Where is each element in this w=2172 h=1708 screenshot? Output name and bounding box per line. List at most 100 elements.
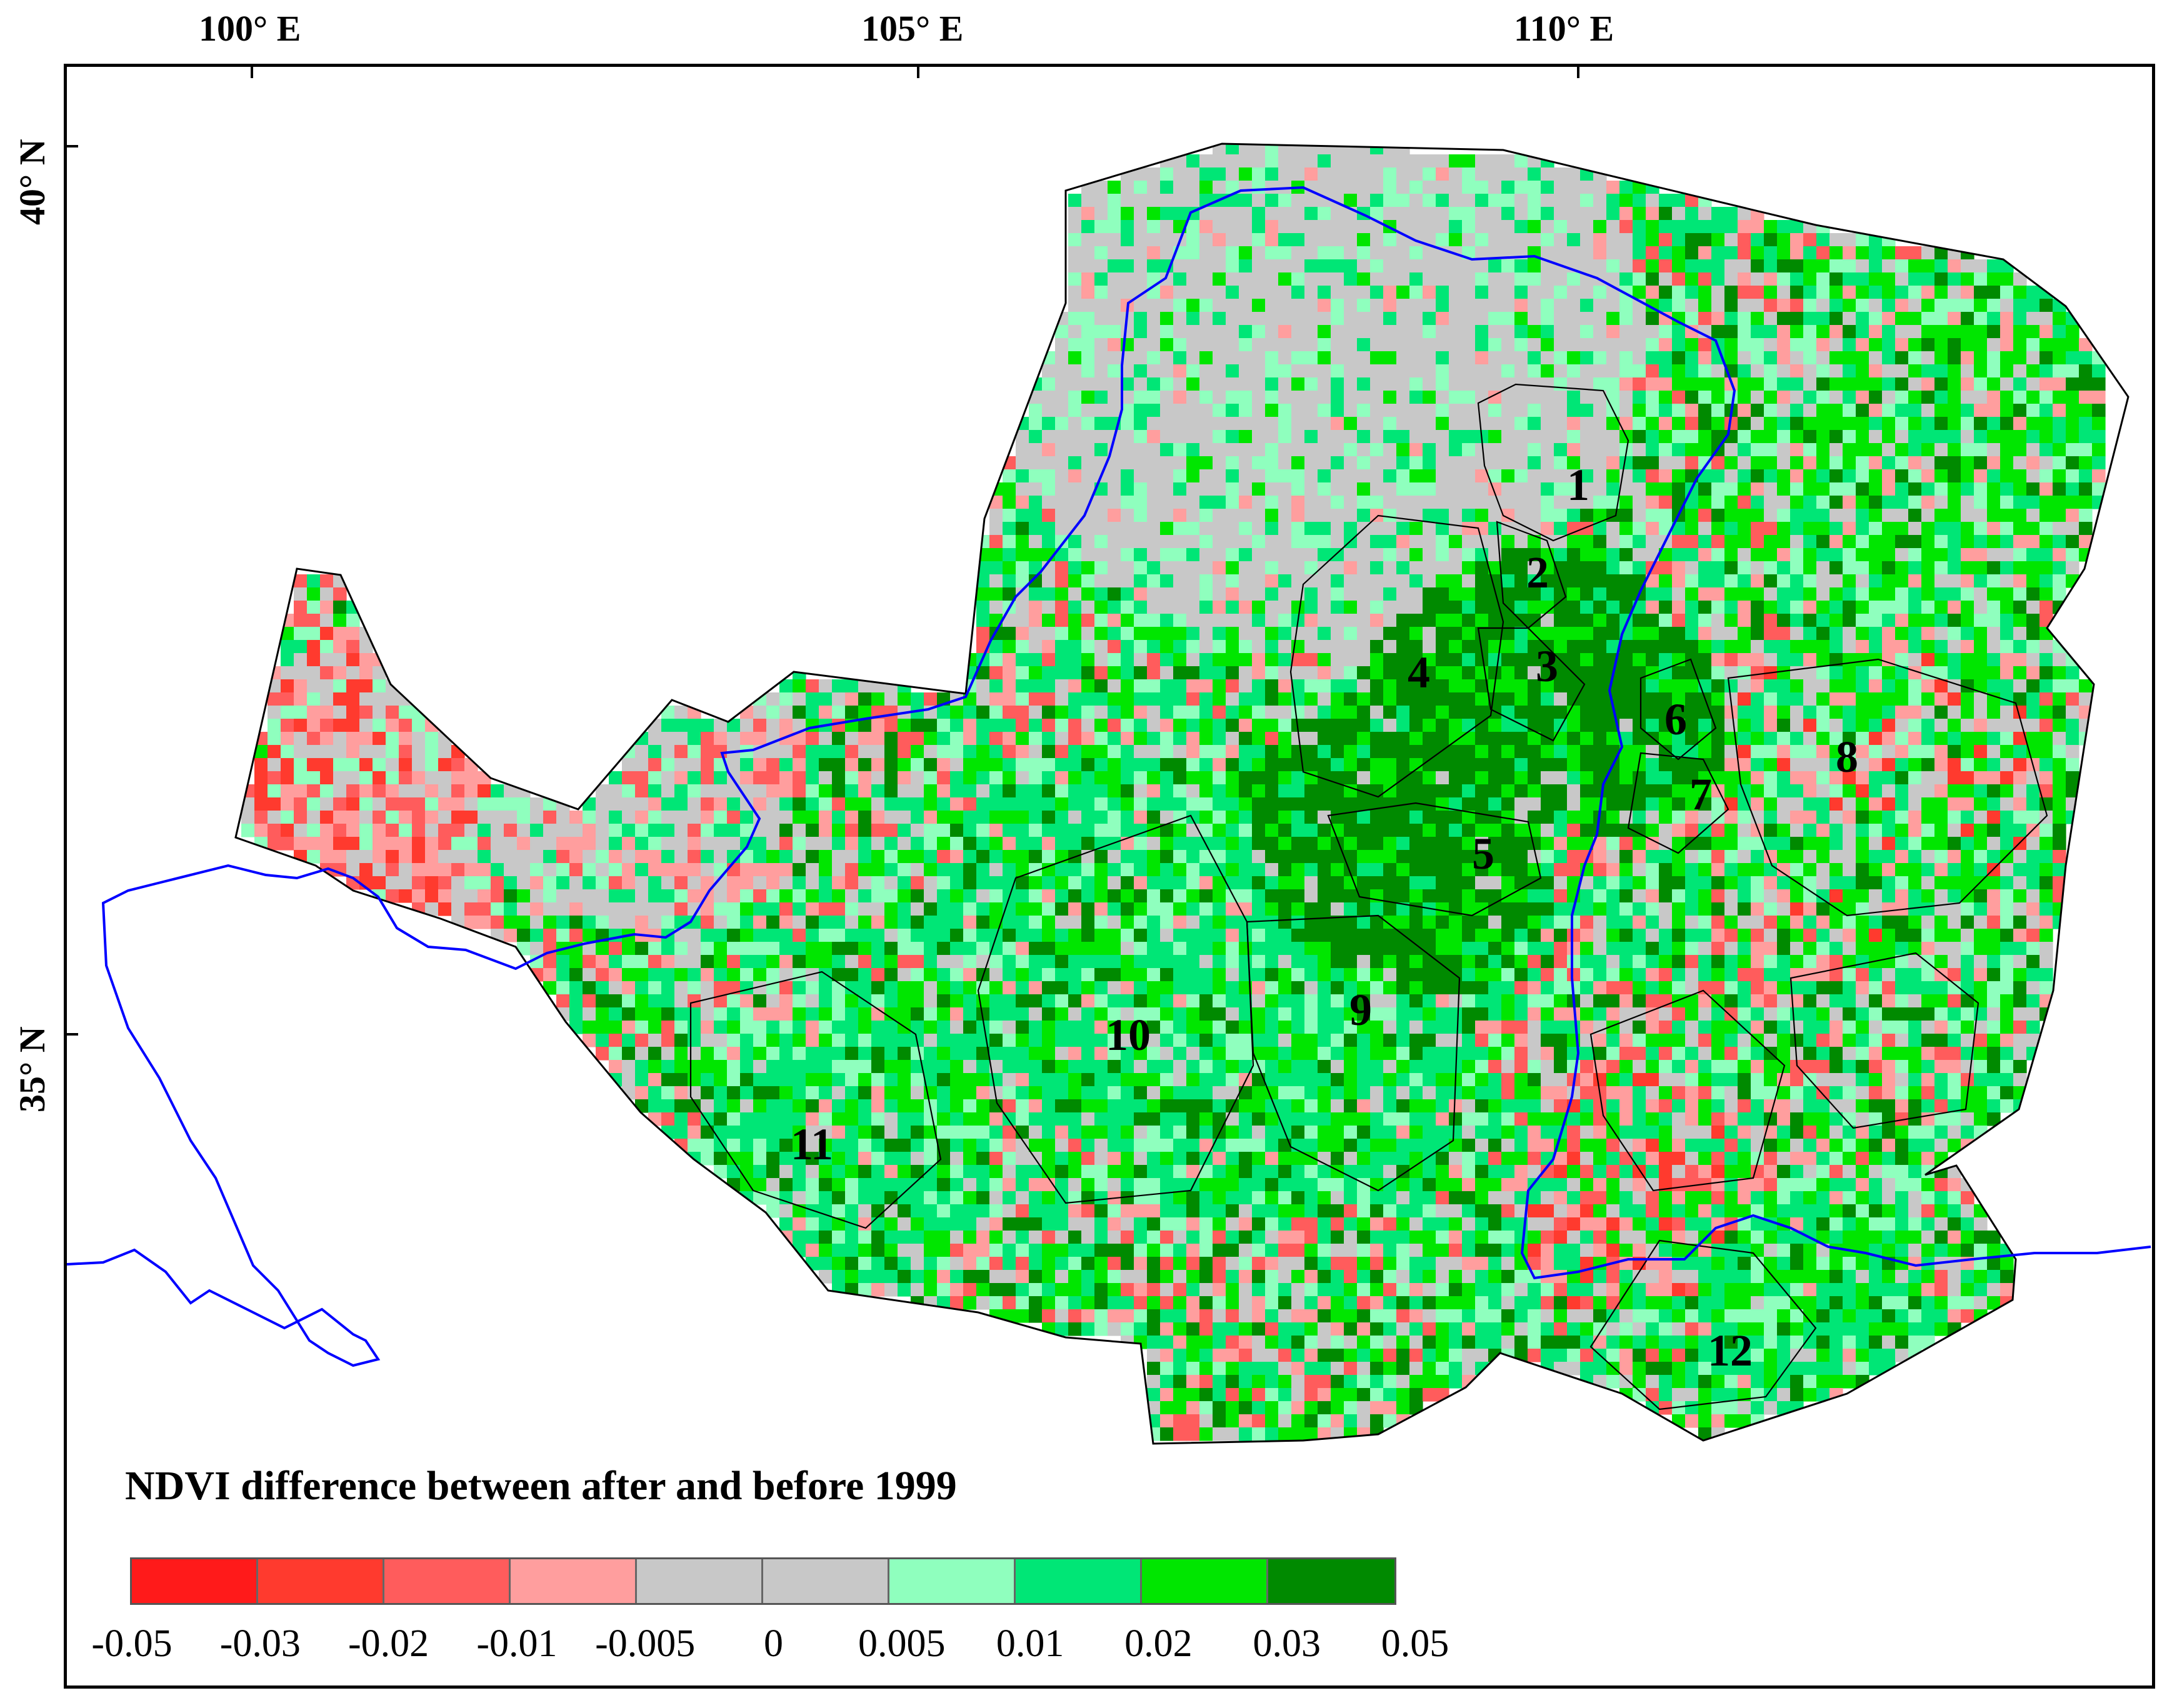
ndvi-pixel: [1357, 719, 1371, 732]
ndvi-pixel: [1541, 522, 1554, 536]
ndvi-pixel: [779, 784, 793, 798]
ndvi-pixel: [1659, 614, 1673, 627]
ndvi-pixel: [1226, 745, 1239, 759]
ndvi-pixel: [1882, 719, 1896, 732]
ndvi-pixel: [1803, 850, 1817, 864]
ndvi-pixel: [1304, 154, 1318, 168]
ndvi-pixel: [346, 666, 360, 680]
ndvi-pixel: [596, 811, 609, 824]
ndvi-pixel: [1987, 522, 2001, 536]
ndvi-pixel: [1711, 679, 1725, 693]
ndvi-pixel: [583, 797, 596, 811]
ndvi-pixel: [1462, 509, 1476, 522]
ndvi-pixel: [1278, 797, 1292, 811]
ndvi-pixel: [1501, 732, 1515, 746]
ndvi-pixel: [858, 771, 872, 785]
ndvi-pixel: [1239, 154, 1253, 168]
ndvi-pixel: [1619, 207, 1633, 221]
ndvi-pixel: [1160, 666, 1174, 680]
ndvi-pixel: [661, 850, 675, 864]
ndvi-pixel: [1226, 259, 1239, 273]
ndvi-pixel: [1213, 220, 1226, 234]
ndvi-pixel: [1974, 272, 1988, 286]
ndvi-pixel: [1554, 758, 1568, 772]
ndvi-pixel: [1961, 706, 1974, 719]
ndvi-pixel: [1987, 797, 2001, 811]
ndvi-pixel: [1528, 692, 1541, 706]
ndvi-pixel: [1908, 482, 1922, 496]
ndvi-pixel: [1055, 404, 1069, 417]
ndvi-pixel: [779, 706, 793, 719]
ndvi-pixel: [1449, 863, 1463, 877]
ndvi-pixel: [2079, 522, 2093, 536]
ndvi-pixel: [1724, 653, 1738, 667]
ndvi-pixel: [1633, 535, 1646, 549]
ndvi-pixel: [1580, 837, 1594, 851]
ndvi-pixel: [1055, 627, 1069, 641]
ndvi-pixel: [1921, 509, 1935, 522]
ndvi-pixel: [1344, 692, 1358, 706]
ndvi-pixel: [1199, 679, 1213, 693]
ndvi-pixel: [1803, 797, 1817, 811]
ndvi-pixel: [1816, 312, 1830, 326]
ndvi-pixel: [1475, 259, 1489, 273]
ndvi-pixel: [1672, 377, 1686, 391]
ndvi-pixel: [1803, 364, 1817, 378]
ndvi-pixel: [1331, 863, 1344, 877]
ndvi-pixel: [1199, 745, 1213, 759]
ndvi-pixel: [1843, 246, 1856, 260]
ndvi-pixel: [2026, 417, 2040, 431]
ndvi-pixel: [543, 837, 557, 851]
ndvi-pixel: [1738, 509, 1751, 522]
ndvi-pixel: [281, 627, 294, 641]
ndvi-pixel: [2066, 758, 2079, 772]
ndvi-pixel: [1738, 233, 1751, 247]
ndvi-pixel: [1843, 430, 1856, 444]
ndvi-pixel: [832, 758, 846, 772]
ndvi-pixel: [1239, 574, 1253, 588]
ndvi-pixel: [1370, 666, 1384, 680]
ndvi-pixel: [281, 653, 294, 667]
ndvi-pixel: [530, 863, 544, 877]
ndvi-pixel: [1934, 469, 1948, 483]
ndvi-pixel: [950, 850, 964, 864]
ndvi-pixel: [1882, 784, 1896, 798]
ndvi-pixel: [1764, 811, 1778, 824]
ndvi-pixel: [1160, 351, 1174, 365]
ndvi-pixel: [1764, 509, 1778, 522]
ndvi-pixel: [1843, 771, 1856, 785]
ndvi-pixel: [1278, 299, 1292, 312]
ndvi-pixel: [2000, 574, 2014, 588]
ndvi-pixel: [1331, 535, 1344, 549]
ndvi-pixel: [845, 837, 859, 851]
ndvi-pixel: [1738, 679, 1751, 693]
ndvi-pixel: [1081, 548, 1095, 562]
ndvi-pixel: [1278, 364, 1292, 378]
ndvi-pixel: [1777, 692, 1791, 706]
ndvi-pixel: [1685, 338, 1699, 352]
ndvi-pixel: [1974, 601, 1988, 614]
ndvi-pixel: [1882, 771, 1896, 785]
ndvi-pixel: [1134, 312, 1148, 326]
ndvi-pixel: [1724, 246, 1738, 260]
ndvi-pixel: [1659, 719, 1673, 732]
ndvi-pixel: [1803, 548, 1817, 562]
ndvi-pixel: [1199, 719, 1213, 732]
ndvi-pixel: [1711, 430, 1725, 444]
ndvi-pixel: [963, 719, 977, 732]
ndvi-pixel: [1423, 377, 1436, 391]
ndvi-pixel: [1383, 364, 1397, 378]
ndvi-pixel: [1304, 207, 1318, 221]
ndvi-pixel: [871, 745, 885, 759]
ndvi-pixel: [1619, 482, 1633, 496]
ndvi-pixel: [1226, 154, 1239, 168]
ndvi-pixel: [1514, 692, 1528, 706]
ndvi-pixel: [1344, 469, 1358, 483]
ndvi-pixel: [1357, 194, 1371, 207]
ndvi-pixel: [1856, 824, 1869, 837]
ndvi-pixel: [1698, 535, 1712, 549]
ndvi-pixel: [609, 784, 623, 798]
ndvi-pixel: [1226, 312, 1239, 326]
ndvi-pixel: [320, 706, 334, 719]
ndvi-pixel: [976, 850, 990, 864]
